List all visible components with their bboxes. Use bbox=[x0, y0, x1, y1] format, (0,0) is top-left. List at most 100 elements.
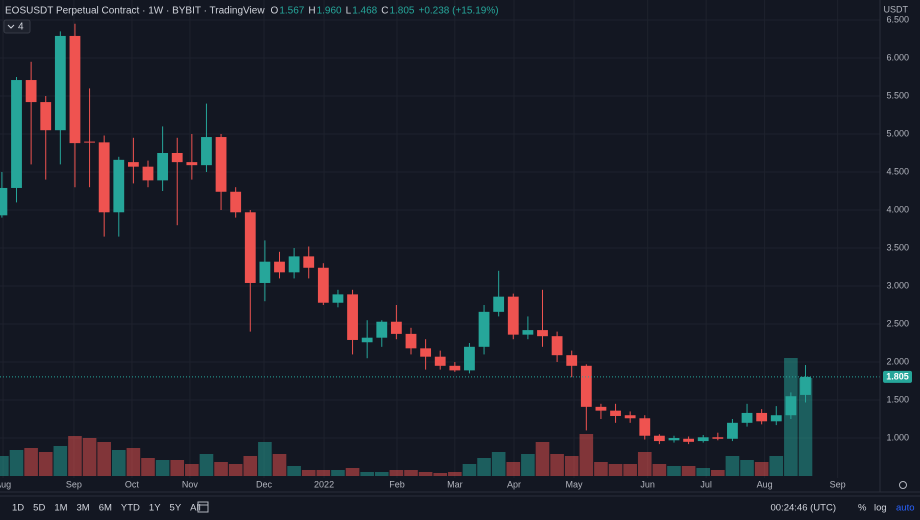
x-tick-label: Mar bbox=[447, 479, 463, 489]
candle-body bbox=[11, 80, 22, 188]
y-tick-label: 4.500 bbox=[886, 166, 909, 176]
candle-body bbox=[215, 137, 227, 192]
volume-bar bbox=[389, 470, 404, 476]
candle-body bbox=[756, 412, 768, 422]
ohlc-legend: O 1.567 H 1.960 L 1.468 C 1.805 +0.238 (+15.19%) bbox=[271, 6, 499, 17]
candle-body bbox=[317, 267, 329, 303]
candle-body bbox=[507, 296, 519, 335]
candle-body bbox=[464, 346, 475, 371]
volume-bar bbox=[97, 442, 111, 476]
option-button[interactable]: auto bbox=[896, 503, 915, 514]
x-tick-label: Apr bbox=[507, 479, 521, 489]
range-button[interactable]: 1Y bbox=[149, 503, 161, 514]
candle-body bbox=[566, 355, 578, 366]
x-tick-label: Dec bbox=[256, 479, 273, 489]
volume-bar bbox=[9, 450, 24, 476]
range-button[interactable]: 1D bbox=[12, 503, 24, 514]
candle-body bbox=[712, 437, 724, 439]
y-tick-label: 5.500 bbox=[886, 90, 909, 100]
range-button[interactable]: 6M bbox=[99, 503, 112, 514]
range-button[interactable]: All bbox=[190, 503, 201, 514]
range-button[interactable]: 1M bbox=[54, 503, 67, 514]
candle-body bbox=[390, 321, 402, 334]
volume-bar bbox=[711, 470, 725, 476]
option-button[interactable]: % bbox=[858, 503, 867, 514]
range-button[interactable]: 5D bbox=[33, 503, 45, 514]
volume-bar bbox=[725, 456, 740, 476]
calendar-frame bbox=[197, 501, 209, 513]
calendar-icon[interactable] bbox=[197, 501, 209, 513]
y-tick-label: 6.000 bbox=[886, 52, 909, 62]
candle-body bbox=[288, 256, 300, 273]
candle-body bbox=[610, 410, 621, 416]
candle-body bbox=[347, 294, 358, 340]
candle-body bbox=[361, 337, 373, 343]
candle-body bbox=[683, 438, 695, 442]
range-button[interactable]: 5Y bbox=[170, 503, 182, 514]
y-tick-label: 3.500 bbox=[886, 242, 909, 252]
volume-bar bbox=[199, 454, 214, 476]
candle-body bbox=[303, 256, 315, 268]
clock: 00:24:46 (UTC) bbox=[771, 503, 836, 514]
volume-bar bbox=[155, 460, 170, 476]
candle-body bbox=[186, 162, 198, 166]
candle-body bbox=[98, 142, 110, 213]
last-price-label: 1.805 bbox=[886, 372, 909, 382]
volume-bar bbox=[126, 448, 141, 476]
volume-bar bbox=[740, 460, 754, 476]
candle-body bbox=[142, 166, 154, 181]
candle-body bbox=[332, 294, 344, 303]
legend-change: +0.238 (+15.19%) bbox=[418, 6, 498, 17]
volume-bar bbox=[0, 456, 9, 476]
x-tick-label: Sep bbox=[66, 479, 82, 489]
candle-layer bbox=[0, 23, 880, 445]
candle-body bbox=[244, 212, 256, 283]
option-button[interactable]: log bbox=[874, 503, 887, 514]
volume-bar bbox=[754, 462, 769, 476]
chart-title: EOSUSDT Perpetual Contract · 1W · BYBIT … bbox=[5, 6, 265, 17]
volume-bar bbox=[418, 472, 433, 476]
x-tick-label: Nov bbox=[182, 479, 199, 489]
volume-bar bbox=[331, 470, 345, 476]
volume-bar bbox=[637, 452, 652, 476]
volume-bar bbox=[667, 466, 681, 476]
volume-bar bbox=[316, 470, 331, 476]
x-tick-label: Sep bbox=[830, 479, 846, 489]
volume-bar bbox=[38, 452, 53, 476]
volume-bar bbox=[272, 454, 287, 476]
indicator-badge[interactable] bbox=[3, 19, 31, 34]
range-button[interactable]: YTD bbox=[121, 503, 140, 514]
legend-key: H bbox=[308, 6, 315, 17]
y-tick-label: 3.000 bbox=[886, 280, 909, 290]
candle-body bbox=[639, 418, 651, 436]
volume-bar bbox=[798, 378, 813, 476]
candle-body bbox=[478, 311, 490, 347]
x-tick-label: 2022 bbox=[314, 479, 334, 489]
volume-bar bbox=[535, 442, 550, 476]
candle-body bbox=[785, 396, 797, 416]
volume-bar bbox=[111, 450, 126, 476]
volume-bar bbox=[141, 458, 155, 476]
range-button[interactable]: 3M bbox=[77, 503, 90, 514]
volume-bar bbox=[564, 456, 579, 476]
candle-body bbox=[376, 321, 388, 338]
x-tick-label: May bbox=[566, 479, 584, 489]
candle-body bbox=[54, 35, 66, 131]
toolbar: 1D 5D 1M 3M 6M YTD 1Y 5Y All 00:24:46 (UTC)% log au… bbox=[12, 503, 915, 514]
x-tick-label: Aug bbox=[0, 479, 11, 489]
volume-bar bbox=[491, 452, 506, 476]
y-tick-label: 1.000 bbox=[886, 432, 909, 442]
volume-bar bbox=[462, 464, 477, 476]
legend-key: C bbox=[381, 6, 388, 17]
y-tick-label: 6.500 bbox=[886, 14, 909, 24]
candle-body bbox=[493, 296, 505, 312]
settings-icon[interactable] bbox=[899, 481, 907, 489]
legend-value: 1.960 bbox=[317, 6, 342, 17]
candle-body bbox=[595, 406, 607, 411]
candle-body bbox=[449, 365, 461, 371]
candle-body bbox=[697, 437, 709, 442]
candle-body bbox=[668, 438, 680, 441]
candle-body bbox=[551, 336, 563, 356]
